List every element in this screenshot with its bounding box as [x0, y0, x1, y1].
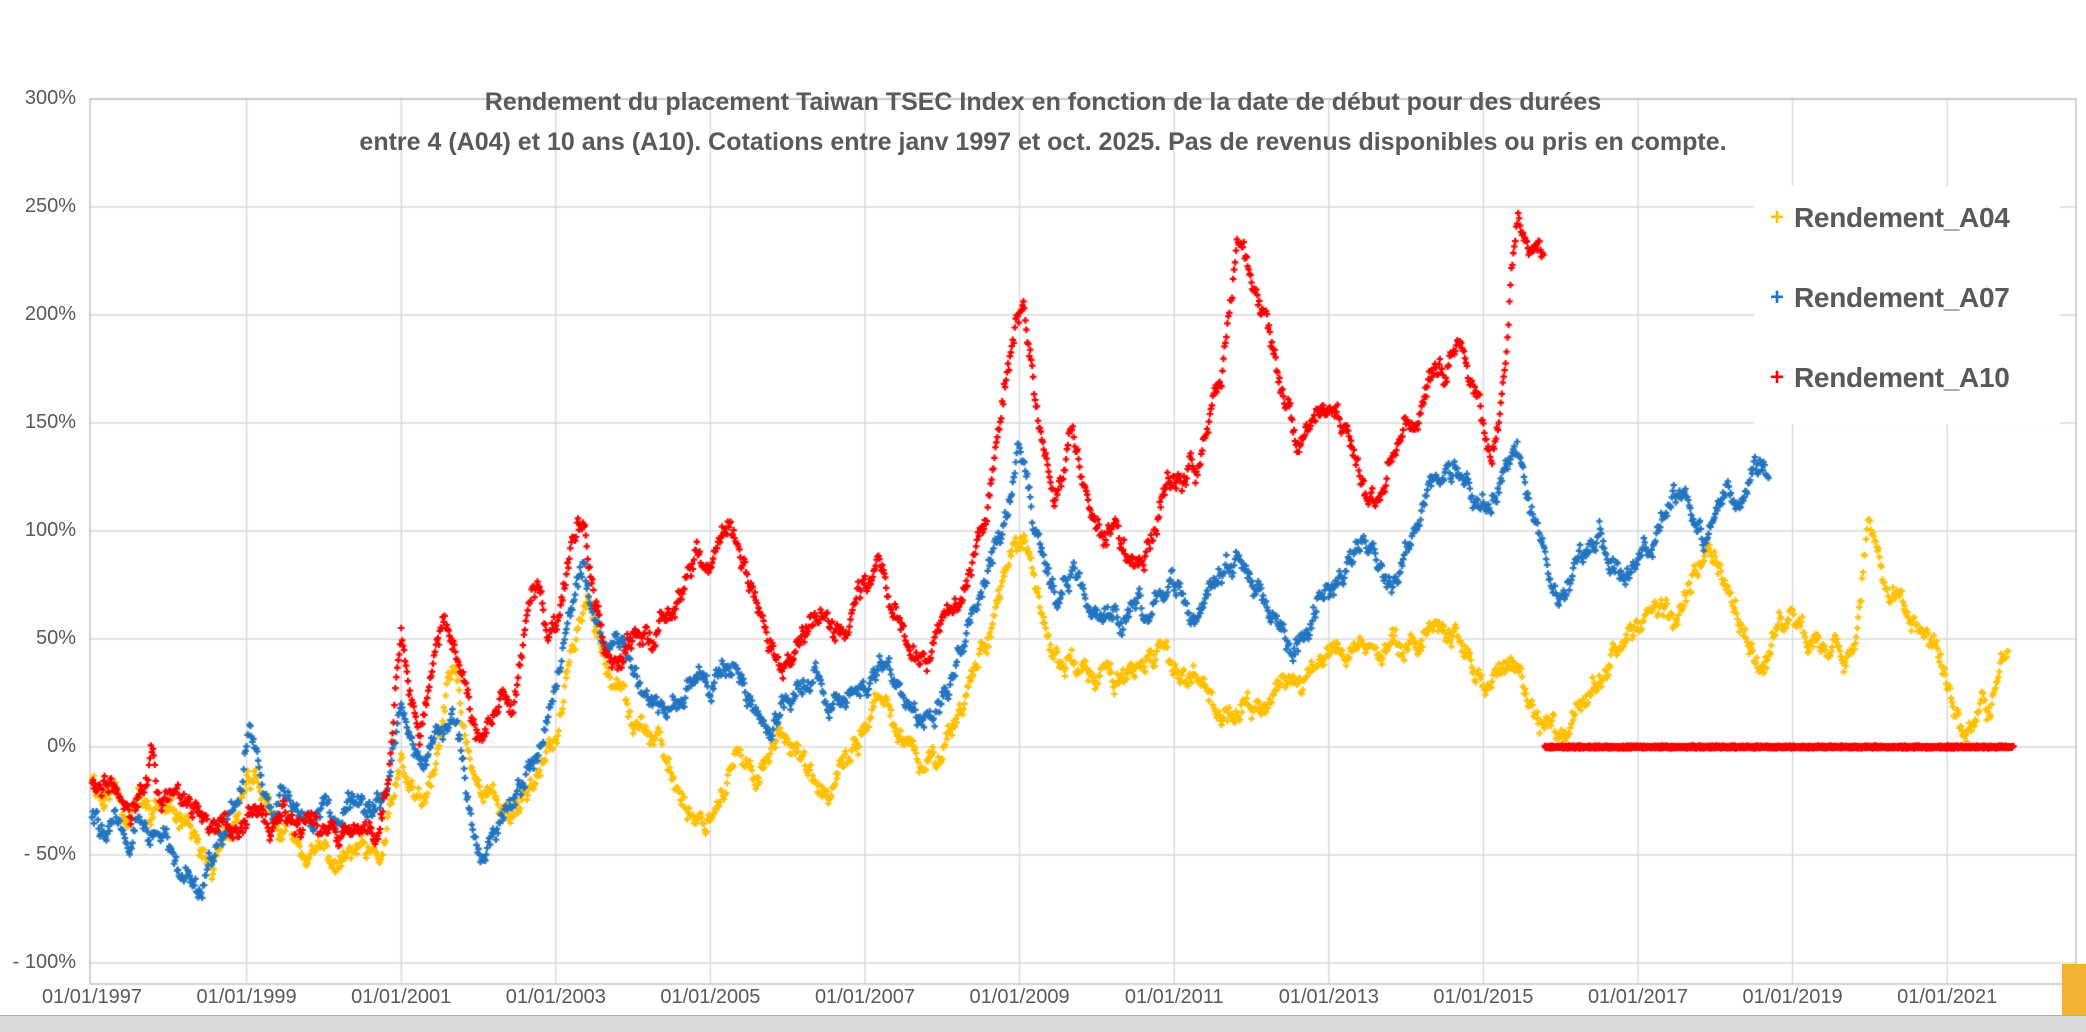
y-axis-tick-label: 250% [24, 195, 76, 217]
y-axis-tick-label: 100% [24, 519, 76, 541]
chart-legend: + Rendement_A04 + Rendement_A07 + Rendement_A… [1754, 186, 2060, 424]
window-bottom-strip [0, 1015, 2086, 1032]
legend-marker-icon: + [1769, 364, 1784, 391]
chart-title: Rendement du placement Taiwan TSEC Index… [243, 82, 1843, 162]
x-axis-tick-label: 01/01/2021 [1897, 986, 1998, 1008]
x-axis-tick-label: 01/01/2011 [1124, 986, 1224, 1008]
chart-title-line2: entre 4 (A04) et 10 ans (A10). Cotations… [359, 128, 1727, 156]
legend-item-label: Rendement_A07 [1794, 282, 2010, 313]
y-axis-tick-label: - 100% [12, 951, 76, 973]
y-axis-tick-label: 150% [24, 411, 76, 433]
x-axis-tick-label: 01/01/2015 [1433, 986, 1534, 1008]
legend-item-rendement_a10[interactable]: + Rendement_A10 [1760, 362, 2010, 394]
x-axis-tick-label: 01/01/1997 [41, 986, 143, 1008]
y-axis-tick-label: 50% [35, 627, 76, 649]
chart-title-line1: Rendement du placement Taiwan TSEC Index… [484, 88, 1602, 116]
legend-marker-icon: + [1769, 284, 1784, 311]
legend-marker-icon: + [1769, 204, 1784, 231]
y-axis-tick-label: 200% [24, 303, 76, 325]
x-axis-tick-label: 01/01/2009 [969, 986, 1070, 1008]
x-axis-tick-label: 01/01/2019 [1742, 986, 1843, 1008]
x-axis-tick-label: 01/01/1999 [196, 986, 297, 1008]
legend-item-label: Rendement_A10 [1794, 362, 2010, 393]
x-axis-tick-label: 01/01/2013 [1278, 986, 1379, 1008]
legend-item-rendement_a04[interactable]: + Rendement_A04 [1760, 202, 2010, 234]
x-axis-tick-label: 01/01/2003 [505, 986, 606, 1008]
y-axis-tick-label: - 50% [23, 843, 76, 865]
x-axis-tick-label: 01/01/2005 [660, 986, 761, 1008]
x-axis-tick-label: 01/01/2001 [351, 986, 452, 1008]
legend-item-rendement_a07[interactable]: + Rendement_A07 [1760, 282, 2010, 314]
legend-item-label: Rendement_A04 [1794, 202, 2010, 233]
y-axis-tick-label: 300% [24, 87, 76, 109]
x-axis-tick-label: 01/01/2017 [1587, 986, 1689, 1008]
gold-accent-bottom-right [2062, 964, 2086, 1016]
x-axis-tick-label: 01/01/2007 [814, 986, 916, 1008]
y-axis-tick-label: 0% [47, 735, 76, 757]
